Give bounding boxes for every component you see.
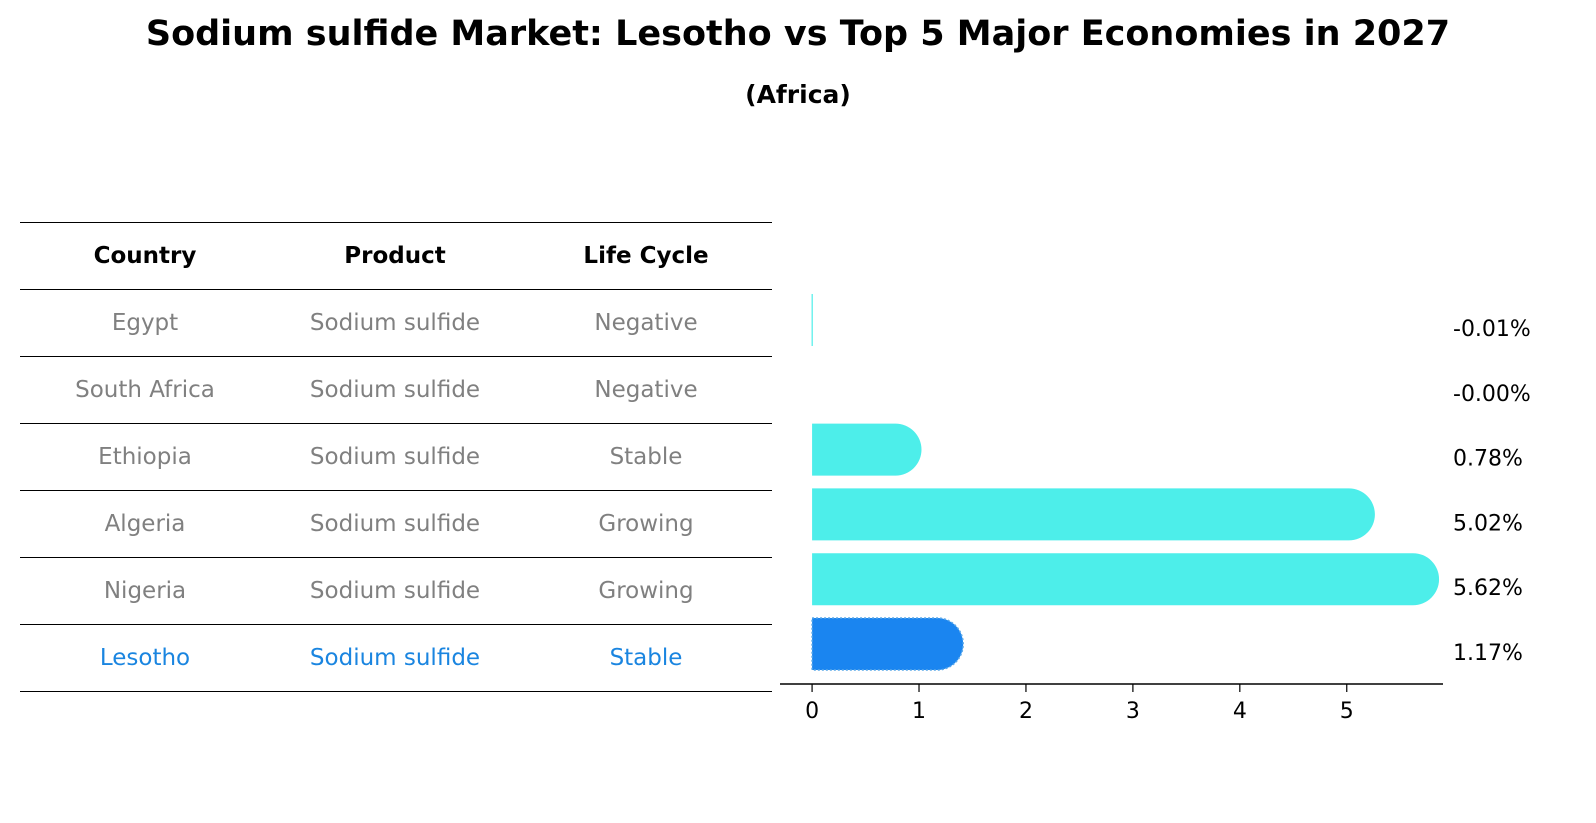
cell-country: Egypt xyxy=(111,310,179,336)
x-tick-label: 0 xyxy=(805,699,819,724)
x-tick-label: 4 xyxy=(1233,699,1247,724)
chart-subtitle: (Africa) xyxy=(745,80,851,109)
cell-product: Sodium sulfide xyxy=(309,511,481,537)
cell-country: Nigeria xyxy=(103,578,187,604)
x-tick-label: 2 xyxy=(1019,699,1033,724)
cell-product: Sodium sulfide xyxy=(309,444,481,470)
cell-country: Lesotho xyxy=(99,645,191,671)
data-label-ethiopia: 0.78% xyxy=(1453,447,1523,472)
header-life-cycle: Life Cycle xyxy=(583,243,709,269)
cell-product: Sodium sulfide xyxy=(309,578,481,604)
table-row: South Africa Sodium sulfide Negative xyxy=(20,356,772,423)
bar-egypt xyxy=(811,294,813,346)
header-product: Product xyxy=(344,243,446,269)
table-header-row: Country Product Life Cycle xyxy=(20,222,772,289)
life-cycle-table: Country Product Life Cycle Egypt Sodium … xyxy=(20,222,772,692)
data-label-lesotho: 1.17% xyxy=(1453,641,1523,666)
header-country: Country xyxy=(93,243,197,269)
data-label-south-africa: -0.00% xyxy=(1453,382,1531,407)
cell-product: Sodium sulfide xyxy=(309,310,481,336)
cell-life-cycle: Stable xyxy=(609,444,683,470)
cell-life-cycle: Growing xyxy=(598,511,694,537)
cell-country: Algeria xyxy=(104,511,186,537)
bar-nigeria xyxy=(812,553,1440,606)
cell-life-cycle: Negative xyxy=(594,310,698,336)
cell-life-cycle: Growing xyxy=(598,578,694,604)
table-row-highlighted: Lesotho Sodium sulfide Stable xyxy=(20,624,772,692)
data-label-algeria: 5.02% xyxy=(1453,511,1523,536)
bar-ethiopia xyxy=(812,423,922,476)
bar-algeria xyxy=(812,488,1375,541)
x-tick-label: 1 xyxy=(912,699,926,724)
cell-life-cycle: Stable xyxy=(609,645,683,671)
chart-title: Sodium sulfide Market: Lesotho vs Top 5 … xyxy=(145,14,1451,54)
growth-bar-chart: -0.01% -0.00% 0.78% 5.02% 5.62% 1.17% 0 1 2 3 4 5 xyxy=(780,294,1531,724)
cell-product: Sodium sulfide xyxy=(309,645,481,671)
cell-life-cycle: Negative xyxy=(594,377,698,403)
x-tick-label: 3 xyxy=(1126,699,1140,724)
data-label-egypt: -0.01% xyxy=(1453,317,1531,342)
table-row: Egypt Sodium sulfide Negative xyxy=(20,289,772,356)
x-tick-label: 5 xyxy=(1340,699,1354,724)
cell-product: Sodium sulfide xyxy=(309,377,481,403)
data-label-nigeria: 5.62% xyxy=(1453,576,1523,601)
table-row: Algeria Sodium sulfide Growing xyxy=(20,490,772,557)
table-row: Ethiopia Sodium sulfide Stable xyxy=(20,423,772,490)
bar-lesotho xyxy=(811,617,964,671)
table-row: Nigeria Sodium sulfide Growing xyxy=(20,557,772,624)
cell-country: Ethiopia xyxy=(98,444,192,470)
cell-country: South Africa xyxy=(75,377,215,403)
